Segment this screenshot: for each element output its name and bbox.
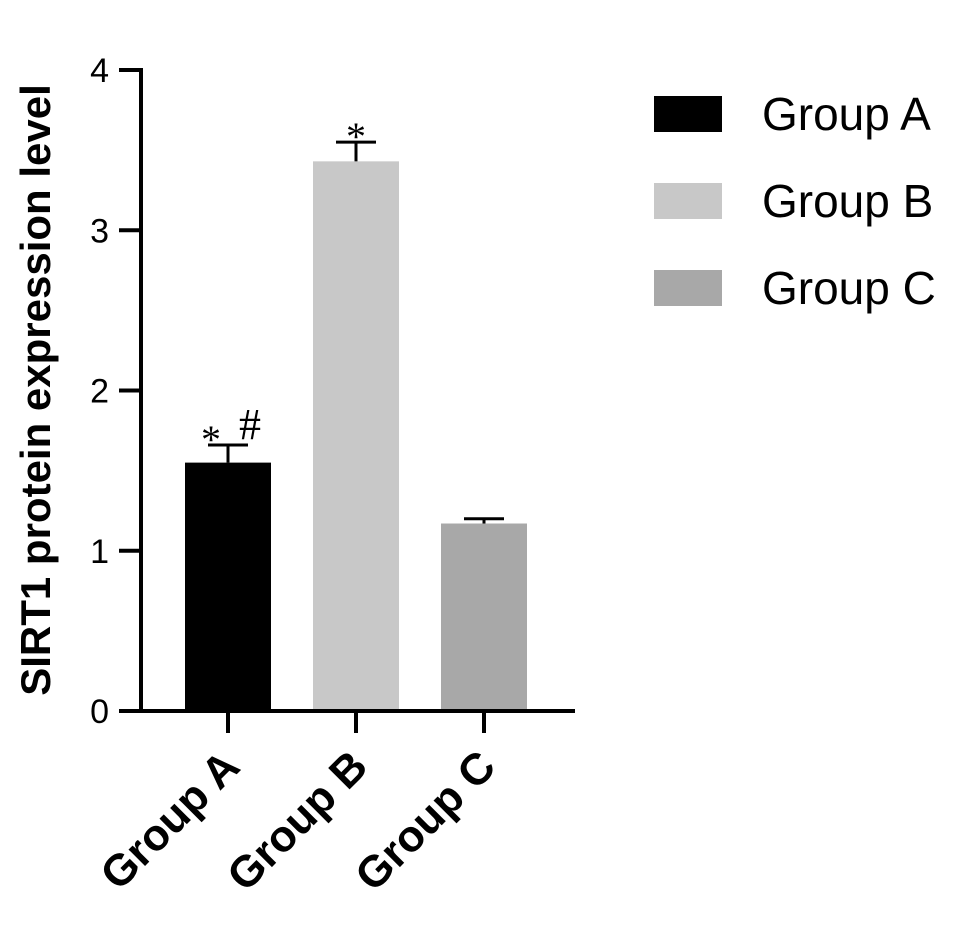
star-mark-group-a: *: [201, 417, 221, 462]
star-mark-group-b: *: [346, 114, 366, 159]
legend: Group A Group B Group C: [654, 88, 936, 314]
bars-layer: [185, 161, 527, 711]
annotations-layer: * # *: [201, 114, 366, 462]
y-axis-label: SIRT1 protein expression level: [12, 84, 59, 696]
legend-swatch-group-b: [654, 183, 722, 219]
hash-mark-group-a: #: [239, 400, 261, 449]
bar-group-c: [441, 523, 527, 711]
legend-label-group-a: Group A: [762, 88, 931, 140]
legend-label-group-c: Group C: [762, 262, 936, 314]
error-bars-layer: [208, 140, 504, 524]
x-tick-label-group-c: Group C: [346, 741, 505, 900]
x-tick-label-group-b: Group B: [218, 741, 377, 900]
legend-swatch-group-c: [654, 270, 722, 306]
y-tick-label-1: 1: [90, 533, 109, 571]
y-tick-label-4: 4: [90, 52, 109, 90]
bar-group-a: [185, 462, 271, 711]
y-ticks-layer: 0 1 2 3 4: [90, 52, 141, 731]
legend-label-group-b: Group B: [762, 175, 933, 227]
bar-group-b: [313, 161, 399, 711]
x-tick-label-group-a: Group A: [91, 741, 249, 899]
legend-swatch-group-a: [654, 96, 722, 132]
y-tick-label-3: 3: [90, 212, 109, 250]
y-tick-label-2: 2: [90, 373, 109, 411]
y-tick-label-0: 0: [90, 693, 109, 731]
